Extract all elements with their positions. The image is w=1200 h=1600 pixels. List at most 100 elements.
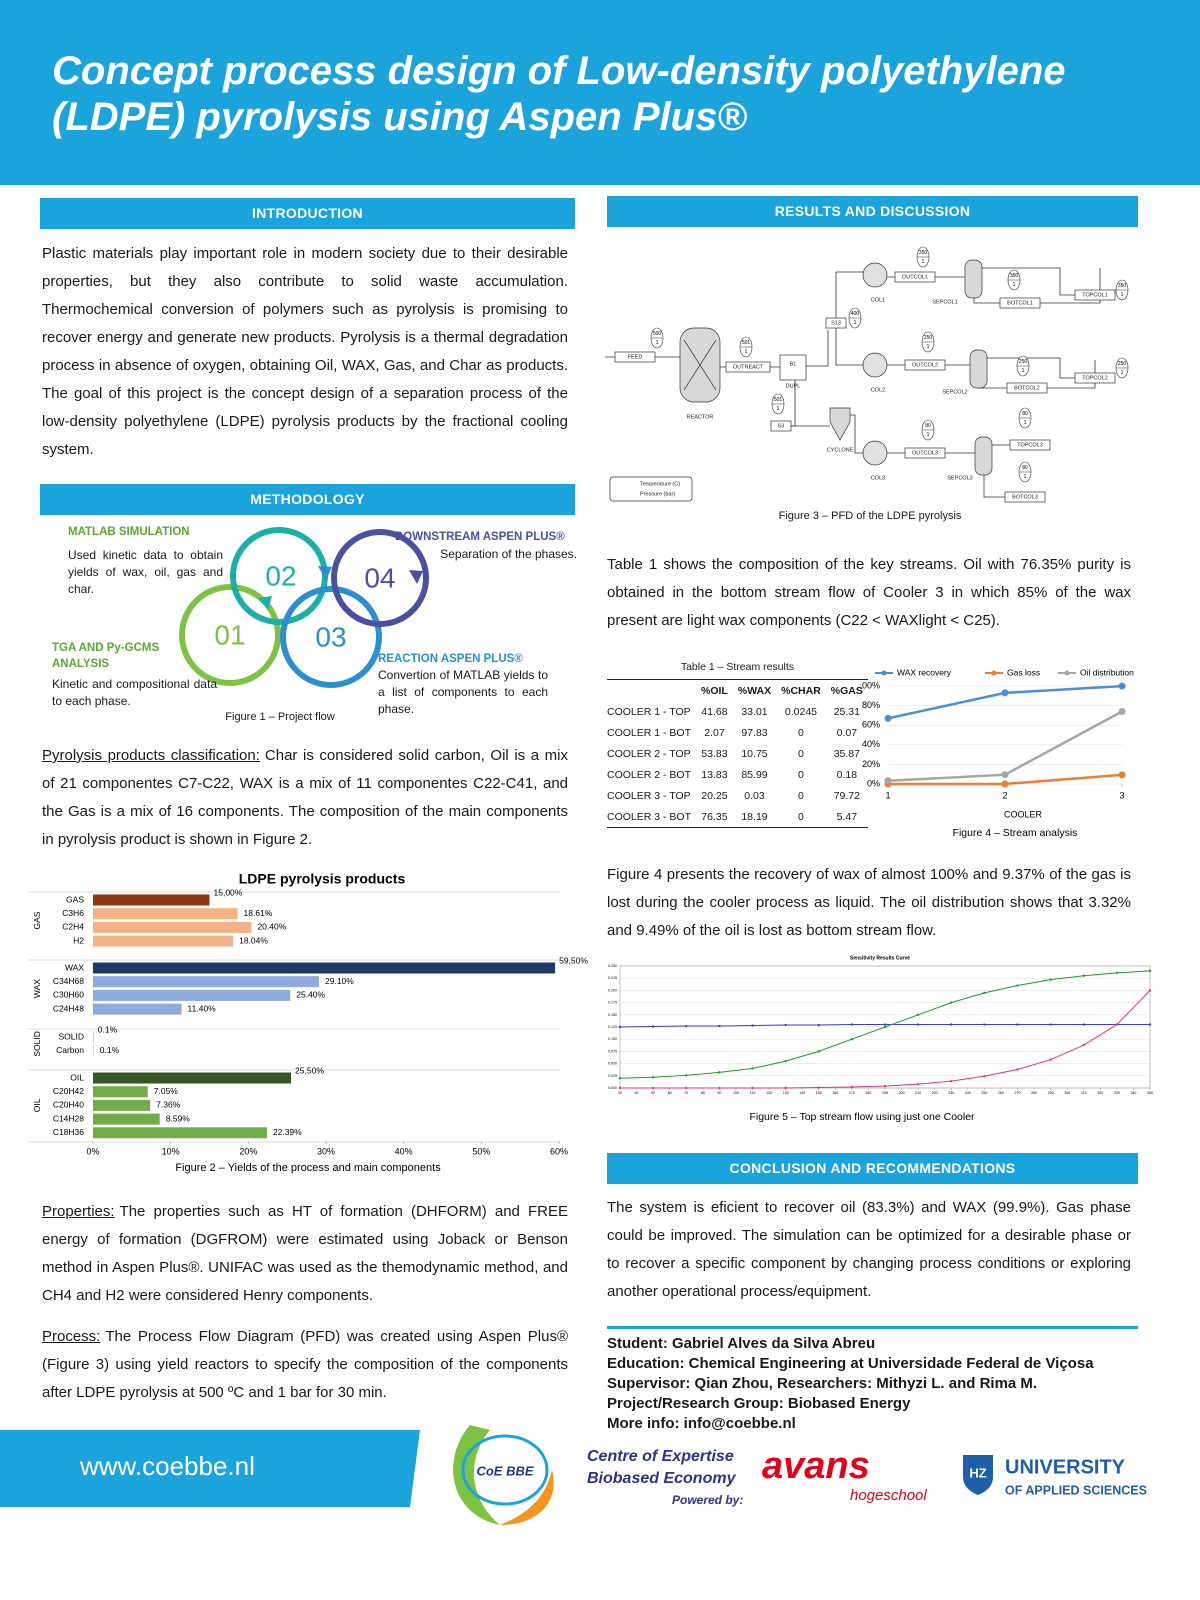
table-cell: 53.83 — [701, 747, 728, 760]
hz-logo: HZ — [969, 1465, 986, 1480]
data-point — [1082, 974, 1085, 977]
stream-temperature: 80 — [1022, 411, 1028, 417]
flow-circle — [179, 584, 281, 686]
data-point — [883, 1023, 887, 1026]
stream-temperature: 350 — [1118, 283, 1127, 289]
y-tick-label: 0.150 — [608, 1013, 617, 1017]
step-title: TGA AND Py-GCMS ANALYSIS — [52, 642, 160, 670]
x-tick-label: 240 — [965, 1091, 971, 1095]
data-point — [817, 1086, 820, 1089]
x-tick-label: 130 — [783, 1091, 789, 1095]
data-point — [751, 1024, 754, 1027]
data-point — [751, 1067, 754, 1070]
x-axis-label: COOLER — [1004, 809, 1043, 819]
block-label: COL2 — [871, 387, 885, 393]
y-tick-label: 80% — [862, 700, 880, 710]
category-label: Carbon — [56, 1045, 84, 1055]
y-tick-label: 100% — [860, 680, 880, 690]
stream-pressure: 1 — [1013, 282, 1016, 288]
legend-label: Oil distribution — [1080, 667, 1134, 677]
data-point — [950, 1001, 953, 1004]
data-point — [850, 1038, 854, 1041]
bar — [93, 989, 291, 1001]
block-label: COL3 — [871, 475, 885, 481]
stream-temperature: 80 — [1022, 465, 1028, 471]
logo-text: Biobased Economy — [587, 1470, 737, 1487]
column-header: %GAS — [830, 684, 863, 697]
bar — [93, 1099, 151, 1111]
flow-circle — [280, 586, 382, 688]
stream-temperature: 250 — [1118, 361, 1127, 367]
bar — [93, 1003, 182, 1015]
legend-marker — [1064, 670, 1070, 676]
step-number: 01 — [214, 619, 245, 650]
x-tick-label: 320 — [1097, 1091, 1103, 1095]
x-tick-label: 150 — [816, 1091, 822, 1095]
figure-5-chart: Sensitivity Results Curve Figure 5 – Top… — [608, 955, 1153, 1122]
data-point — [983, 1075, 986, 1078]
x-tick-label: 100 — [733, 1091, 739, 1095]
x-tick-label: 230 — [948, 1091, 954, 1095]
step-text: Separation of the phases. — [440, 547, 577, 561]
footer-url[interactable]: www.coebbe.nl — [79, 1451, 255, 1481]
column-header: %CHAR — [781, 684, 821, 697]
legend-label: Temperature (C) — [640, 481, 680, 487]
data-point — [1016, 984, 1019, 987]
data-point — [651, 1076, 655, 1079]
y-tick-label: 40% — [862, 739, 880, 749]
data-point — [618, 1086, 622, 1090]
legend-marker — [991, 670, 997, 676]
data-point — [1001, 780, 1009, 788]
data-point — [850, 1023, 854, 1026]
value-label: 22.39% — [273, 1127, 302, 1137]
bar — [93, 935, 234, 947]
conclusion-text: The system is eficient to recover oil (8… — [607, 1199, 1131, 1300]
category-label: C3H6 — [62, 908, 84, 918]
table-cell: 13.83 — [701, 768, 728, 781]
row-name: COOLER 2 - TOP — [607, 747, 691, 760]
block-label: BOTCOL1 — [1007, 300, 1033, 306]
block-label: OUTREACT — [733, 364, 764, 370]
table-cell: 18.19 — [741, 810, 768, 823]
stream-temperature: 501 — [774, 397, 783, 403]
stream-table: Table 1 – Stream results %OIL %WAX %CHAR %GA… — [607, 656, 868, 828]
group-label: GAS — [32, 911, 42, 929]
figure-2-chart: LDPE pyrolysis products Figure 2 – Yield… — [28, 871, 588, 1174]
data-point — [1082, 1023, 1085, 1026]
y-tick-label: 0% — [867, 778, 880, 788]
pfd-diagram: FEED REACTOR OUTREACT B1 DUPL S3 CYCLONE… — [605, 246, 1129, 503]
plot-frame — [888, 686, 1122, 784]
data-point — [751, 1086, 754, 1090]
chart-title: LDPE pyrolysis products — [239, 871, 406, 887]
data-point — [883, 1084, 887, 1088]
x-tick-label: 3 — [1119, 790, 1124, 800]
stream-pressure: 1 — [1022, 368, 1025, 374]
step-number: 02 — [265, 560, 296, 591]
x-tick-label: 330 — [1114, 1091, 1120, 1095]
table-header-row: %OIL %WAX %CHAR %GAS — [607, 679, 868, 702]
bar — [93, 921, 252, 933]
block-label: OUTCOL1 — [902, 274, 928, 280]
powered-by: Powered by: — [672, 1493, 743, 1507]
x-tick-label: 110 — [750, 1091, 756, 1095]
x-tick-label: 170 — [849, 1091, 855, 1095]
footer: www.coebbe.nl CoE BBE Centre of Expertis… — [0, 1425, 1147, 1525]
category-label: WAX — [65, 962, 84, 972]
bar — [93, 908, 238, 920]
category-label: C30H60 — [53, 990, 84, 1000]
step-text: Used kinetic data to obtain yields of wa… — [68, 548, 223, 596]
x-tick-label: 90 — [717, 1091, 721, 1095]
x-tick-label: 290 — [1048, 1091, 1054, 1095]
x-tick-label: 80 — [701, 1091, 705, 1095]
section-heading: METHODOLOGY — [40, 484, 575, 515]
step-title: DOWNSTREAM ASPEN PLUS® — [395, 531, 565, 543]
data-point — [1148, 969, 1152, 973]
x-tick-label: 10% — [162, 1146, 180, 1156]
row-name: COOLER 3 - TOP — [607, 789, 691, 802]
stream-temperature: 350 — [1010, 273, 1019, 279]
legend-label: Gas loss — [1007, 667, 1040, 677]
x-tick-label: 250 — [981, 1091, 987, 1095]
step-text: Convertion of MATLAB yields to a list of… — [378, 668, 548, 716]
data-point — [1118, 707, 1126, 715]
bar — [93, 1045, 94, 1057]
